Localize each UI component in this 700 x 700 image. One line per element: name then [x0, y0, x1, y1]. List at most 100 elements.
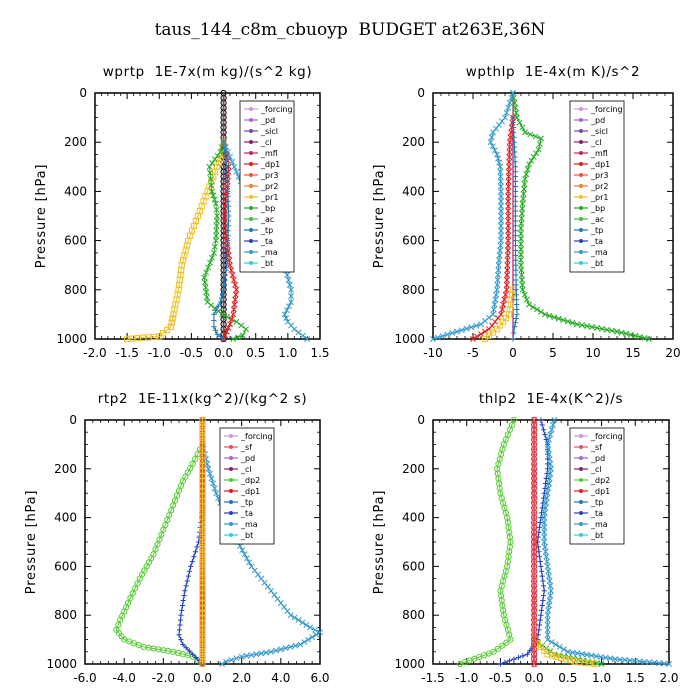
data-point — [231, 301, 238, 308]
data-point — [220, 287, 227, 293]
data-point — [169, 315, 176, 322]
data-point — [531, 574, 538, 581]
data-point — [505, 242, 511, 249]
legend-label: _ma — [260, 248, 278, 257]
data-point — [512, 178, 518, 185]
data-point — [537, 643, 544, 651]
legend-label: _sf — [590, 443, 602, 452]
data-point — [518, 241, 524, 248]
data-point — [544, 563, 551, 570]
data-point — [183, 645, 189, 651]
legend-marker — [579, 511, 583, 515]
data-point — [512, 238, 518, 244]
data-point — [531, 559, 538, 566]
data-point — [132, 585, 139, 592]
data-point — [213, 232, 220, 239]
data-point — [495, 267, 502, 274]
data-point — [505, 104, 512, 111]
legend-label: _bt — [240, 531, 253, 540]
data-point — [546, 436, 552, 443]
plot-frame — [432, 92, 674, 340]
data-point — [505, 213, 512, 219]
data-point — [538, 135, 544, 142]
data-point — [544, 636, 551, 643]
x-tick-label: -4.0 — [112, 671, 135, 685]
data-point — [623, 330, 630, 337]
data-point — [502, 291, 509, 298]
data-point — [229, 158, 236, 165]
data-point — [651, 659, 658, 666]
data-point — [235, 334, 241, 341]
data-point — [230, 311, 237, 318]
data-point — [222, 222, 229, 229]
data-point — [498, 232, 504, 239]
data-point — [513, 315, 519, 322]
x-tick-label: 20 — [665, 346, 680, 360]
data-point — [505, 217, 512, 224]
data-point — [531, 427, 538, 434]
data-point — [588, 652, 595, 659]
data-point — [531, 589, 538, 596]
data-point — [209, 188, 215, 195]
data-point — [493, 326, 501, 333]
data-point — [506, 658, 513, 664]
data-point — [214, 152, 221, 159]
data-point — [538, 563, 544, 569]
data-point — [542, 548, 549, 555]
data-point — [224, 178, 230, 185]
data-point — [226, 213, 232, 219]
data-point — [192, 455, 199, 463]
legend-label: _forcing — [590, 105, 623, 114]
data-point — [505, 193, 512, 200]
data-point — [511, 139, 517, 145]
data-point — [208, 475, 215, 482]
legend-marker — [579, 489, 583, 493]
data-point — [243, 652, 250, 659]
data-point — [283, 315, 290, 322]
legend-marker — [579, 500, 583, 504]
data-point — [531, 442, 538, 449]
data-point — [518, 235, 524, 242]
data-point — [531, 483, 538, 490]
data-point — [546, 602, 552, 609]
series-cl — [199, 416, 206, 668]
data-point — [136, 575, 143, 582]
data-point — [666, 661, 672, 667]
data-point — [508, 94, 515, 101]
data-point — [543, 475, 549, 482]
data-point — [217, 299, 223, 305]
data-point — [497, 247, 503, 254]
data-point — [233, 318, 240, 325]
data-point — [534, 539, 541, 545]
data-point — [470, 336, 476, 342]
data-point — [512, 242, 519, 249]
data-point — [203, 269, 210, 276]
legend-marker — [249, 217, 253, 221]
panel-title: rtp2 1E-11x(kg^2)/(kg^2 s) — [98, 391, 307, 407]
data-point — [505, 203, 512, 210]
data-point — [544, 626, 551, 633]
y-tick-label: 600 — [54, 559, 77, 573]
data-point — [496, 257, 503, 264]
data-point — [504, 257, 511, 264]
data-point — [220, 139, 227, 146]
data-point — [193, 654, 199, 661]
data-point — [519, 200, 526, 207]
y-tick-label: 1000 — [46, 657, 77, 671]
data-point — [163, 326, 171, 334]
legend-label: _cl — [590, 465, 602, 474]
data-point — [481, 335, 489, 343]
y-tick-label: 1000 — [394, 332, 425, 346]
chart-panel-3: rtp2 1E-11x(kg^2)/(kg^2 s) Pressure [hPa]… — [24, 391, 330, 685]
data-point — [531, 513, 538, 520]
data-point — [505, 173, 512, 180]
legend-label: _forcing — [260, 105, 293, 114]
data-point — [186, 568, 193, 574]
data-point — [167, 323, 174, 330]
data-point — [211, 243, 218, 250]
data-point — [222, 208, 229, 215]
x-tick-label: -2.0 — [83, 346, 106, 360]
data-point — [522, 129, 528, 136]
data-point — [224, 183, 231, 190]
data-point — [512, 149, 518, 155]
